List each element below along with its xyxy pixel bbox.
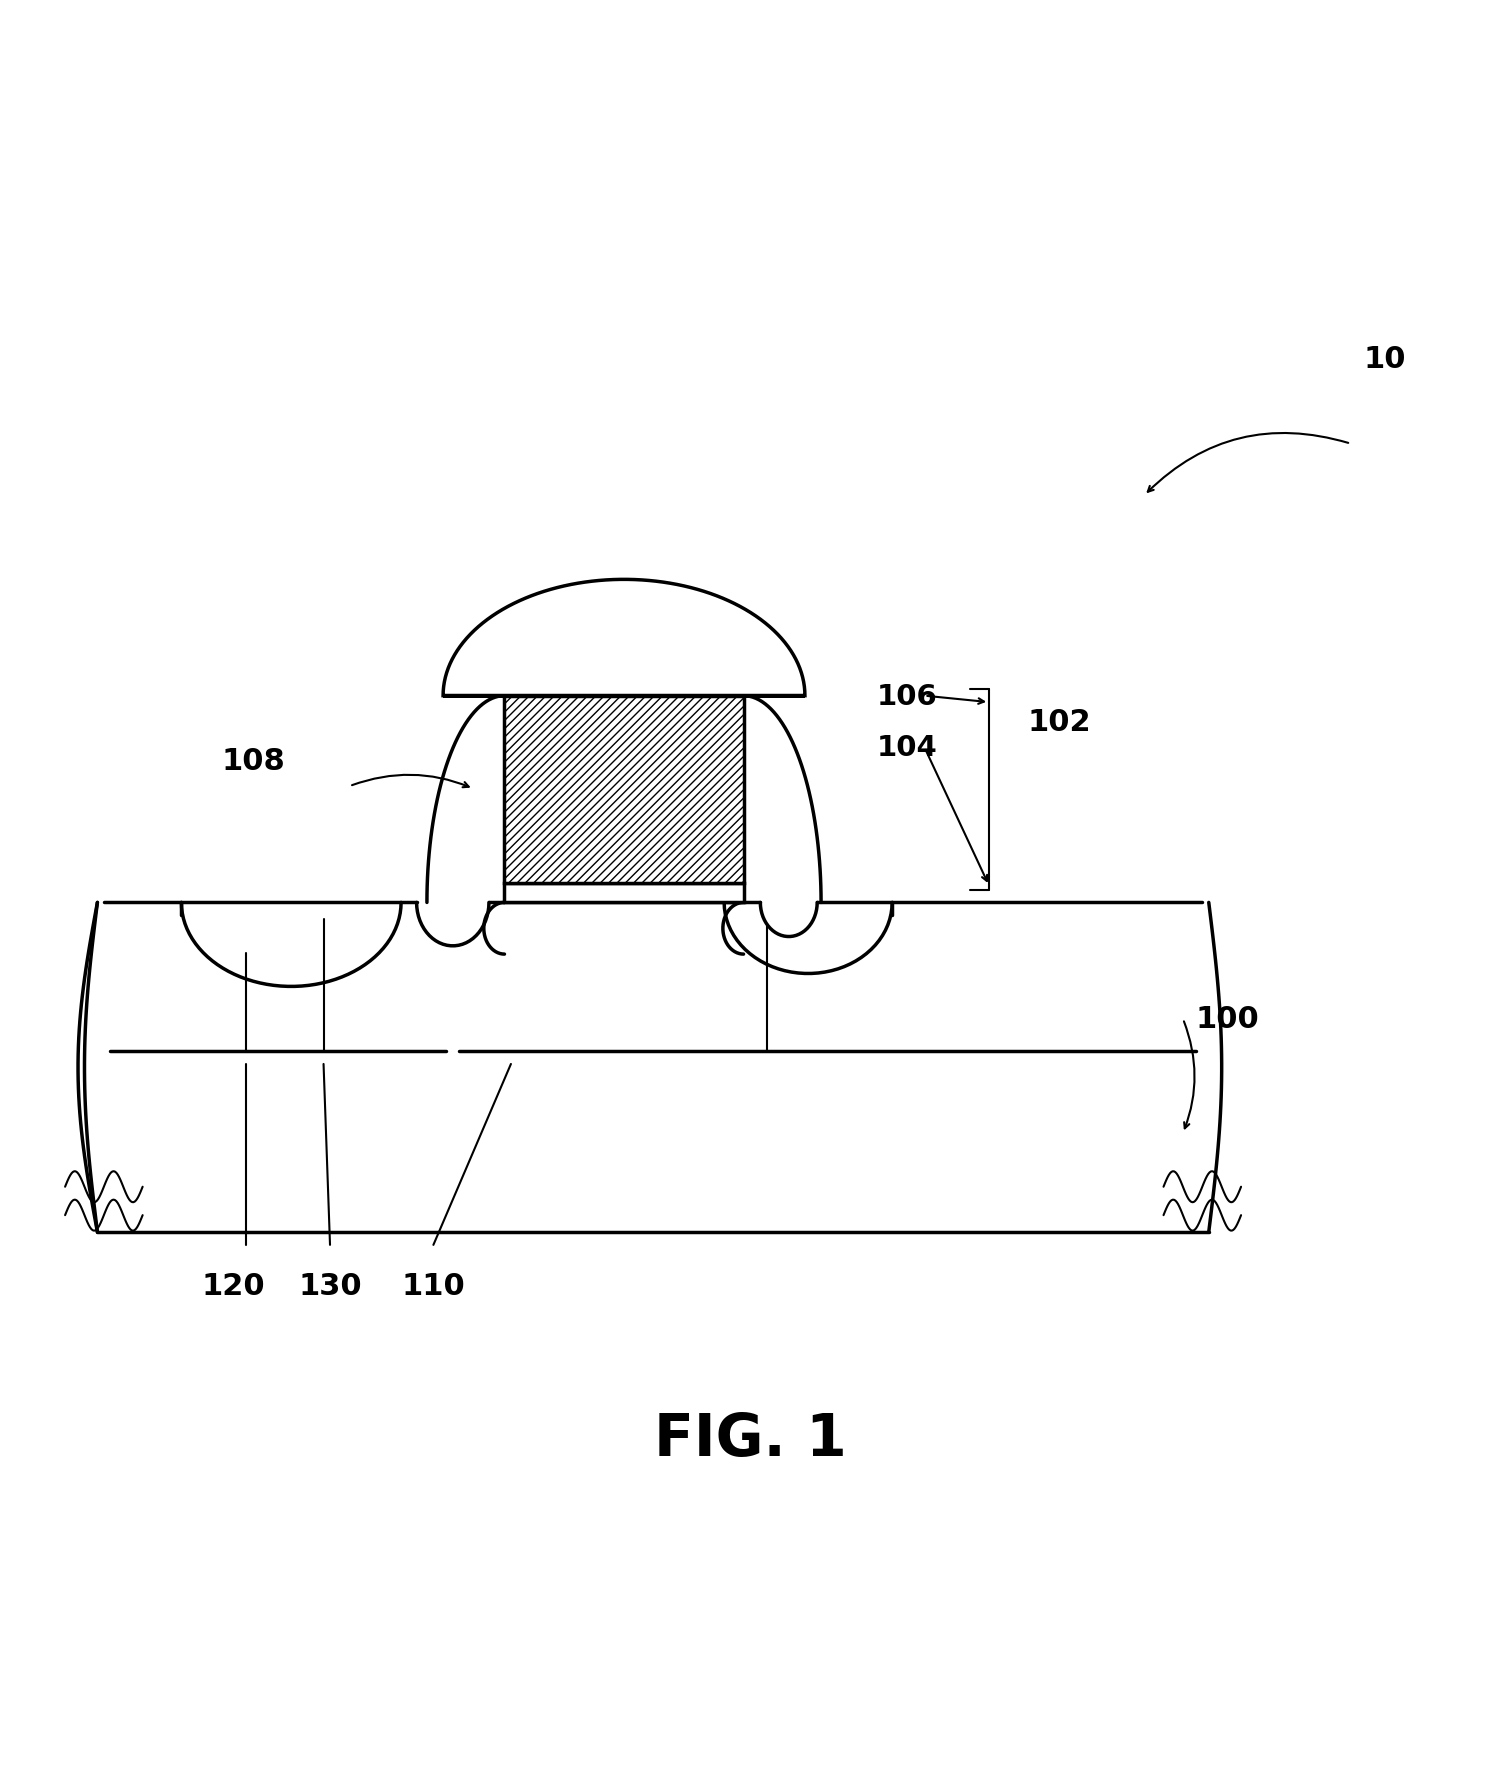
Text: 100: 100 xyxy=(1196,1004,1260,1034)
Bar xyxy=(504,696,744,883)
Text: 10: 10 xyxy=(1364,344,1407,374)
Polygon shape xyxy=(442,580,806,696)
Text: FIG. 1: FIG. 1 xyxy=(654,1410,846,1467)
Text: 102: 102 xyxy=(1028,708,1092,737)
Text: 130: 130 xyxy=(298,1271,362,1299)
Text: 120: 120 xyxy=(201,1271,266,1299)
Text: 108: 108 xyxy=(220,746,285,776)
Bar xyxy=(504,883,744,902)
Text: 104: 104 xyxy=(876,733,938,762)
Text: 110: 110 xyxy=(402,1271,465,1299)
Text: 106: 106 xyxy=(876,682,938,710)
